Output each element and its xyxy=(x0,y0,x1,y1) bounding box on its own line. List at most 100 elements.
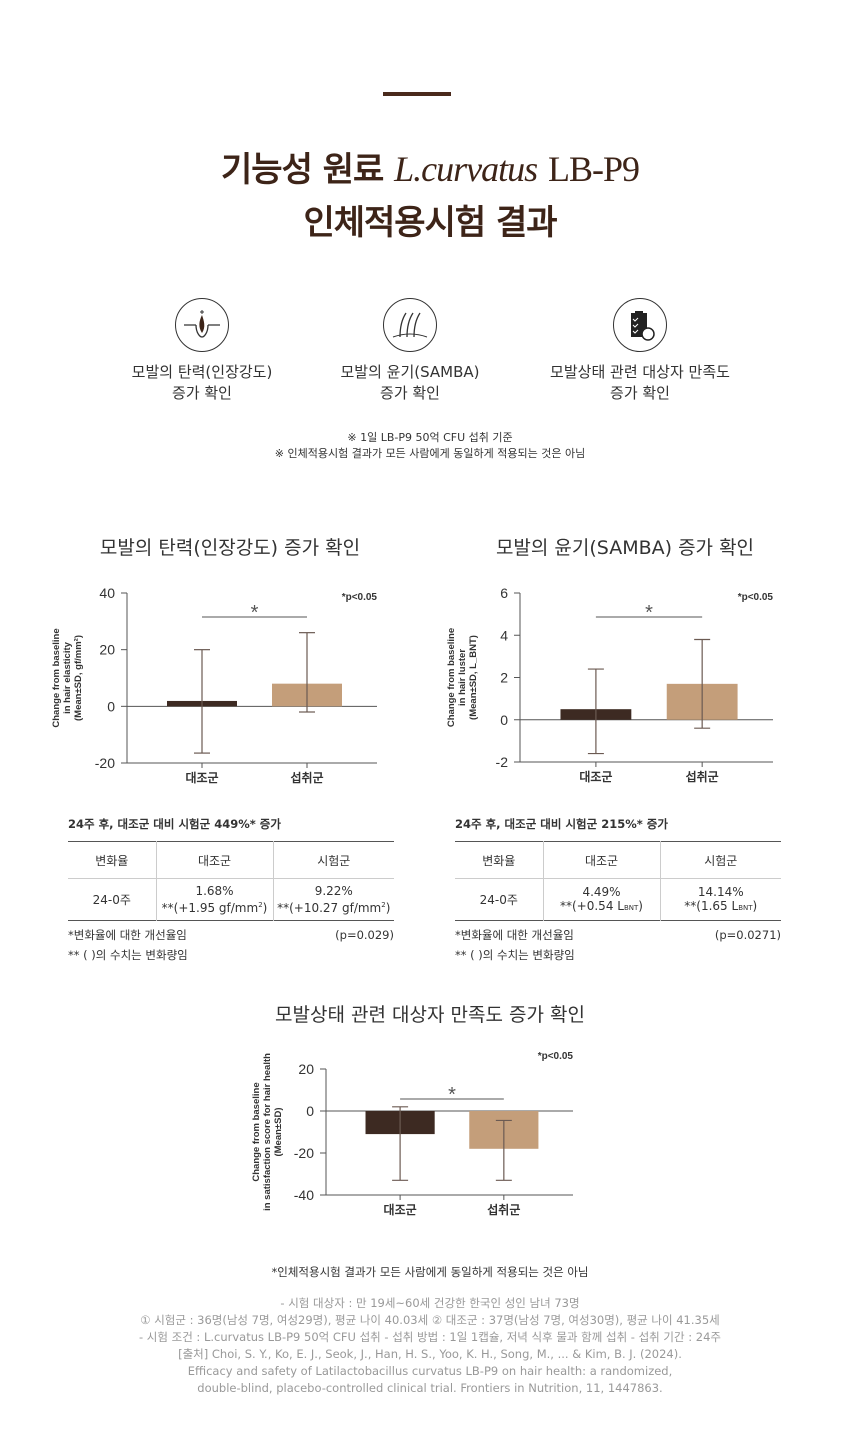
top-accent-bar xyxy=(383,92,451,96)
y-tick-label: -20 xyxy=(294,1145,314,1161)
col-header: 변화율 xyxy=(95,853,129,868)
y-axis-label: in hair elasticity xyxy=(62,641,73,714)
feature-label-line1: 모발의 탄력(인장강도) xyxy=(131,363,273,381)
reference-block: - 시험 대상자 : 만 19세~60세 건강한 한국인 성인 남녀 73명 ①… xyxy=(0,1295,860,1397)
test-change: **(+10.27 gf/mm xyxy=(277,901,382,915)
y-tick-label: 4 xyxy=(500,627,508,643)
y-tick-label: 20 xyxy=(99,642,115,658)
control-change: **(+0.54 L xyxy=(560,898,624,913)
row-label: 24-0주 xyxy=(92,892,131,907)
note-dose: ※ 1일 LB-P9 50억 CFU 섭취 기준 xyxy=(347,431,513,444)
table2-caption: 24주 후, 대조군 대비 시험군 215%* 증가 xyxy=(455,817,668,831)
note-disclaimer: ※ 인체적용시험 결과가 모든 사람에게 동일하게 적용되는 것은 아님 xyxy=(274,447,586,460)
chart-hair-elasticity: -20 0 20 40 대조군 섭취군 * *p<0.05 Change from baseli… xyxy=(51,585,378,785)
unit-sup: 2 xyxy=(381,901,386,909)
feature-satisfaction: 모발상태 관련 대상자 만족도 증가 확인 xyxy=(540,298,740,404)
page-title-line1: 기능성 원료 L.curvatus LB-P9 xyxy=(0,142,860,191)
test-cell: 14.14% **(1.65 LBNT) xyxy=(659,878,781,921)
footnote-1: *변화율에 대한 개선율임 xyxy=(455,928,574,942)
title-strain: LB-P9 xyxy=(547,149,640,189)
x-tick-label: 섭취군 xyxy=(290,770,323,785)
title-species: L.curvatus xyxy=(394,149,538,189)
reference-line: ① 시험군 : 36명(남성 7명, 여성29명), 평균 나이 40.03세 … xyxy=(140,1313,720,1327)
y-axis-label: Change from baseline xyxy=(51,628,62,727)
significance-marker: * xyxy=(448,1084,456,1106)
y-tick-label: 2 xyxy=(500,670,508,686)
table1-block: 24주 후, 대조군 대비 시험군 449%* 증가 변화율 대조군 시험군 24-… xyxy=(68,816,394,965)
y-axis-label: (Mean±SD, L_BNT) xyxy=(468,635,479,720)
col-header: 시험군 xyxy=(272,841,394,879)
reference-line: - 시험 대상자 : 만 19세~60세 건강한 한국인 성인 남녀 73명 xyxy=(280,1296,580,1310)
hair-strands-icon xyxy=(383,298,437,352)
feature-label-line2: 증가 확인 xyxy=(380,384,440,402)
chart-hair-luster: -2 0 2 4 6 대조군 섭취군 * *p<0.05 Change from baseline… xyxy=(446,585,774,784)
reference-line: [출처] Choi, S. Y., Ko, E. J., Seok, J., H… xyxy=(178,1347,682,1361)
chart2-title: 모발의 윤기(SAMBA) 증가 확인 xyxy=(495,537,755,559)
control-pct: 4.49% xyxy=(582,884,621,899)
y-axis-label: Change from baseline xyxy=(251,1082,262,1181)
x-tick-label: 섭취군 xyxy=(686,769,719,784)
p-value: (p=0.029) xyxy=(335,928,394,942)
reference-line: Efficacy and safety of Latilactobacillus… xyxy=(187,1364,673,1378)
x-tick-label: 대조군 xyxy=(579,770,612,784)
unit-sub: BNT xyxy=(738,903,753,912)
unit-sup: 2 xyxy=(258,901,263,909)
col-header: 시험군 xyxy=(659,841,781,879)
feature-label-line1: 모발상태 관련 대상자 만족도 xyxy=(550,363,730,381)
footnote-1: *변화율에 대한 개선율임 xyxy=(68,928,187,942)
reference-line: double-blind, placebo-controlled clinica… xyxy=(197,1381,663,1395)
feature-elasticity: 모발의 탄력(인장강도) 증가 확인 xyxy=(102,298,302,404)
test-change: **(1.65 L xyxy=(684,898,739,913)
hair-follicle-icon xyxy=(175,298,229,352)
control-change: **(+1.95 gf/mm xyxy=(161,901,259,915)
unit-sub: BNT xyxy=(623,903,639,912)
y-axis-label: (Mean±SD) xyxy=(273,1107,284,1156)
control-cell: 4.49% **(+0.54 LBNT) xyxy=(542,878,660,921)
p-value-note: *p<0.05 xyxy=(738,592,774,603)
y-axis-label: (Mean±SD, gf/mm²) xyxy=(73,635,84,721)
feature-label-line2: 증가 확인 xyxy=(610,384,670,402)
table1: 변화율 대조군 시험군 24-0주 1.68% **(+1.95 gf/mm2) 9.… xyxy=(68,841,394,921)
col-header: 대조군 xyxy=(542,841,660,879)
y-tick-label: 6 xyxy=(500,585,508,601)
feature-label-line2: 증가 확인 xyxy=(172,384,232,402)
footnote-2: ** ( )의 수치는 변화량임 xyxy=(68,948,188,962)
x-tick-label: 섭취군 xyxy=(487,1202,520,1217)
significance-marker: * xyxy=(251,602,259,624)
control-cell: 1.68% **(+1.95 gf/mm2) xyxy=(155,878,273,921)
footnote-2: ** ( )의 수치는 변화량임 xyxy=(455,948,575,962)
p-value: (p=0.0271) xyxy=(714,928,781,942)
chart3-title: 모발상태 관련 대상자 만족도 증가 확인 xyxy=(275,1004,585,1026)
y-tick-label: 0 xyxy=(306,1103,314,1119)
table-row: 24-0주 4.49% **(+0.54 LBNT) 14.14% **(1.65 … xyxy=(455,878,781,921)
y-axis-label: in satisfaction score for hair health xyxy=(262,1053,273,1211)
page-title-line2: 인체적용시험 결과 xyxy=(303,203,557,243)
significance-marker: * xyxy=(645,602,653,624)
clipboard-thumbs-up-icon xyxy=(613,298,667,352)
chart1-title: 모발의 탄력(인장강도) 증가 확인 xyxy=(99,537,361,559)
test-cell: 9.22% **(+10.27 gf/mm2) xyxy=(272,878,394,921)
x-tick-label: 대조군 xyxy=(185,771,218,785)
control-pct: 1.68% xyxy=(195,884,234,898)
title-korean: 기능성 원료 xyxy=(221,150,384,190)
chart-satisfaction: -40 -20 0 20 대조군 섭취군 * *p<0.05 Change from basel… xyxy=(251,1051,574,1217)
x-tick-label: 대조군 xyxy=(384,1203,417,1217)
y-axis-label: in hair luster xyxy=(457,649,468,706)
y-tick-label: 0 xyxy=(500,712,508,728)
feature-label-line1: 모발의 윤기(SAMBA) xyxy=(340,363,480,381)
feature-luster: 모발의 윤기(SAMBA) 증가 확인 xyxy=(310,298,510,404)
col-header: 대조군 xyxy=(155,841,273,879)
y-tick-label: -40 xyxy=(294,1187,314,1203)
reference-line: - 시험 조건 : L.curvatus LB-P9 50억 CFU 섭취 - … xyxy=(139,1330,721,1344)
bottom-disclaimer: *인체적용시험 결과가 모든 사람에게 동일하게 적용되는 것은 아님 xyxy=(271,1265,589,1279)
y-axis-label: Change from baseline xyxy=(446,628,457,727)
p-value-note: *p<0.05 xyxy=(538,1051,574,1062)
test-pct: 14.14% xyxy=(697,884,744,899)
row-label: 24-0주 xyxy=(479,892,518,907)
table2-block: 24주 후, 대조군 대비 시험군 215%* 증가 변화율 대조군 시험군 24-… xyxy=(455,816,781,965)
y-tick-label: -2 xyxy=(496,754,509,770)
y-tick-label: -20 xyxy=(95,755,115,771)
y-tick-label: 20 xyxy=(298,1061,314,1077)
table2: 변화율 대조군 시험군 24-0주 4.49% **(+0.54 LBNT) 14.1… xyxy=(455,841,781,921)
p-value-note: *p<0.05 xyxy=(342,592,378,603)
